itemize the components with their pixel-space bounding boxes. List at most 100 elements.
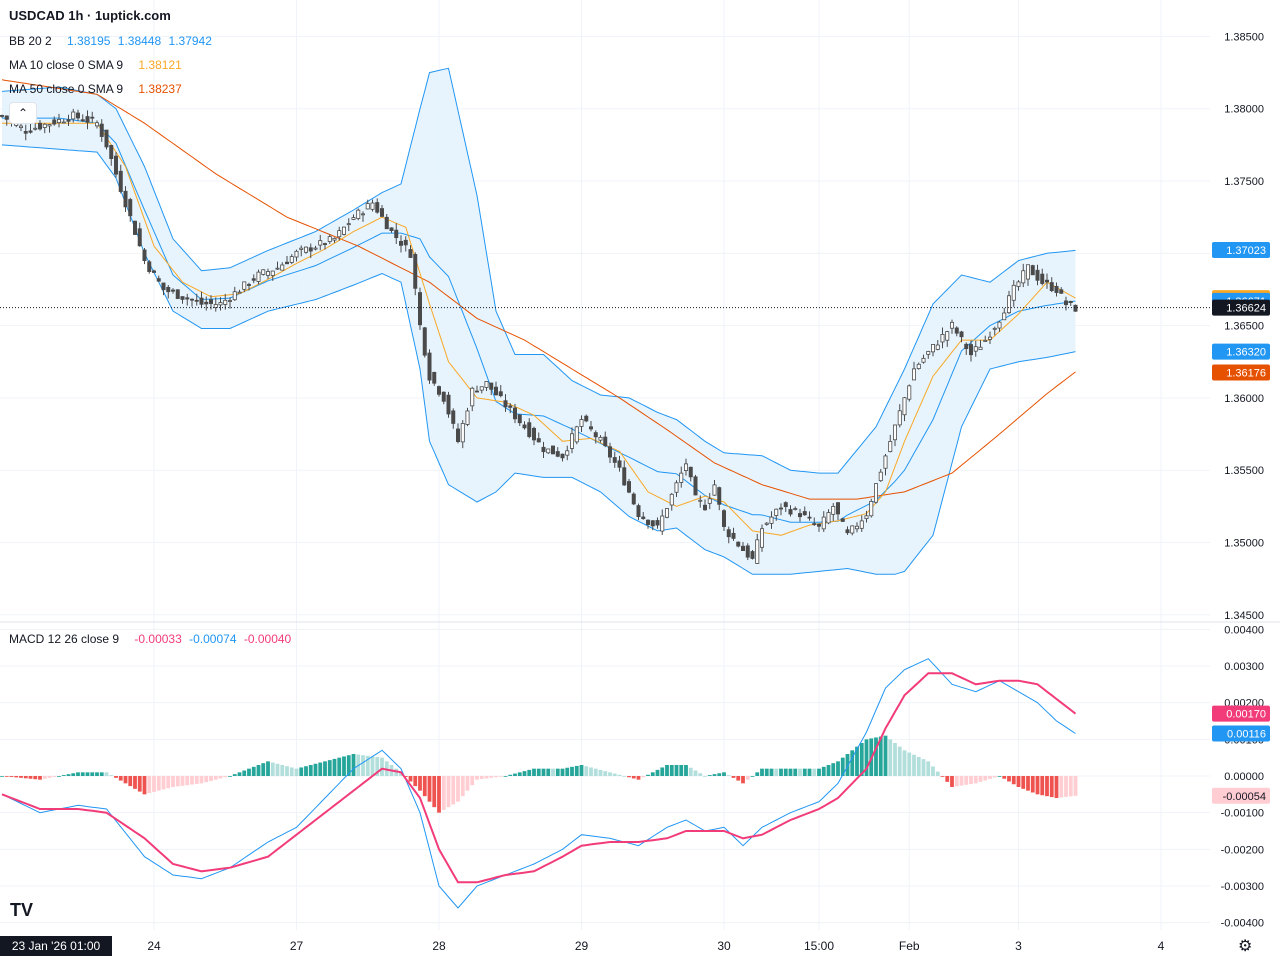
ma10-legend[interactable]: MA 10 close 0 SMA 9 1.38121 xyxy=(9,58,186,72)
candle-body xyxy=(365,203,370,210)
candle-body xyxy=(1059,289,1064,294)
candle-body xyxy=(95,122,100,127)
settings-gear-icon[interactable]: ⚙ xyxy=(1238,938,1253,955)
collapse-legend-button[interactable]: ⌃ xyxy=(9,102,37,124)
macd-histogram-bar xyxy=(114,776,118,778)
candle-body xyxy=(655,520,660,526)
candle-body xyxy=(465,410,470,425)
macd-histogram-bar xyxy=(465,776,470,791)
candle-body xyxy=(646,519,651,525)
macd-histogram-bar xyxy=(669,765,674,776)
macd-histogram-bar xyxy=(332,758,337,776)
candle-body xyxy=(674,482,679,493)
price-label-badge xyxy=(1212,299,1270,316)
candle-body xyxy=(474,390,479,393)
macd-legend[interactable]: MACD 12 26 close 9 -0.00033 -0.00074 -0.… xyxy=(9,632,295,646)
candle-body xyxy=(299,247,304,250)
tradingview-logo[interactable]: TV xyxy=(10,900,34,920)
candle-body xyxy=(28,130,33,133)
macd-histogram-bar xyxy=(71,773,76,776)
macd-signal-line xyxy=(1,672,1077,884)
candle-body xyxy=(114,155,119,175)
bb-legend[interactable]: BB 20 2 1.38195 1.38448 1.37942 xyxy=(9,34,216,48)
macd-histogram-bar xyxy=(180,776,185,786)
candle-body xyxy=(902,397,907,416)
macd-histogram-bar xyxy=(926,761,931,776)
price-label-text: 1.37023 xyxy=(1226,245,1266,257)
candle-body xyxy=(23,131,28,134)
price-axis-tick-label: 1.35000 xyxy=(1224,537,1264,549)
macd-histogram-bar xyxy=(318,762,323,776)
candle-body xyxy=(484,381,489,388)
macd-histogram-bar xyxy=(470,776,475,786)
candle-body xyxy=(698,499,703,502)
macd-legend-label: MACD 12 26 close 9 xyxy=(9,632,120,646)
ma10-value: 1.38121 xyxy=(138,58,182,72)
bb-basis-line xyxy=(2,117,1076,523)
macd-histogram-bar xyxy=(1021,776,1026,789)
candle-body xyxy=(38,122,43,130)
macd-histogram-bar xyxy=(123,776,128,784)
macd-histogram-bar xyxy=(978,776,983,782)
macd-histogram-bar xyxy=(422,776,427,797)
macd-histogram-bar xyxy=(95,772,99,776)
macd-histogram-bar xyxy=(1064,776,1068,797)
macd-histogram-bar xyxy=(574,765,579,776)
macd-histogram-bar xyxy=(945,776,950,782)
macd-histogram-bar xyxy=(508,774,513,776)
candle-body xyxy=(1035,269,1040,281)
candle-body xyxy=(631,493,636,505)
macd-label-badge xyxy=(1212,725,1270,742)
candle-body xyxy=(232,291,237,301)
macd-axis-tick-label: -0.00300 xyxy=(1221,881,1264,893)
candle-body xyxy=(413,254,418,289)
macd-histogram-bar xyxy=(897,746,902,776)
bb-lower-line xyxy=(1,144,1076,575)
macd-histogram-bar xyxy=(717,773,722,776)
candle-body xyxy=(33,127,38,130)
candle-body xyxy=(584,415,589,422)
macd-histogram-bar xyxy=(190,776,194,785)
candle-body xyxy=(61,121,66,124)
candle-body xyxy=(935,344,940,350)
candle-body xyxy=(85,116,90,123)
candle-body xyxy=(204,301,209,305)
candle-body xyxy=(441,391,446,402)
candle-body xyxy=(636,505,641,518)
price-label-text: 1.36320 xyxy=(1226,347,1266,359)
candle-body xyxy=(665,508,670,518)
macd-histogram-bar xyxy=(346,755,351,776)
macd-histogram-bar xyxy=(546,768,551,776)
candle-body xyxy=(76,112,81,119)
macd-histogram-bar xyxy=(684,765,688,776)
macd-histogram-bar xyxy=(42,776,47,779)
candle-body xyxy=(907,385,912,400)
macd-axis-tick-label: -0.00200 xyxy=(1221,844,1264,856)
macd-histogram-bar xyxy=(1011,776,1016,785)
candle-body xyxy=(608,446,613,458)
macd-histogram-bar xyxy=(888,739,893,776)
macd-histogram-bar xyxy=(802,768,807,776)
price-label-badge xyxy=(1212,343,1270,360)
macd-histogram-bar xyxy=(893,743,897,776)
macd-histogram-bar xyxy=(218,776,223,779)
macd-histogram-bar xyxy=(722,772,726,776)
price-axis-tick-label: 1.38500 xyxy=(1224,31,1264,43)
ma50-legend[interactable]: MA 50 close 0 SMA 9 1.38237 xyxy=(9,82,186,96)
macd-histogram-bar xyxy=(631,776,636,779)
candle-body xyxy=(817,523,822,527)
candle-body xyxy=(313,247,318,250)
candle-body xyxy=(802,511,807,516)
candle-body xyxy=(821,516,826,530)
macd-histogram-bar xyxy=(351,754,356,776)
candle-body xyxy=(275,267,280,270)
macd-histogram-bar xyxy=(337,757,342,776)
macd-histogram-bar xyxy=(774,768,779,776)
macd-histogram-bar xyxy=(156,776,161,791)
candle-body xyxy=(897,410,902,426)
macd-histogram-bar xyxy=(745,776,750,780)
chart-title: USDCAD 1h · 1uptick.com xyxy=(9,8,171,23)
candle-body xyxy=(983,340,988,342)
